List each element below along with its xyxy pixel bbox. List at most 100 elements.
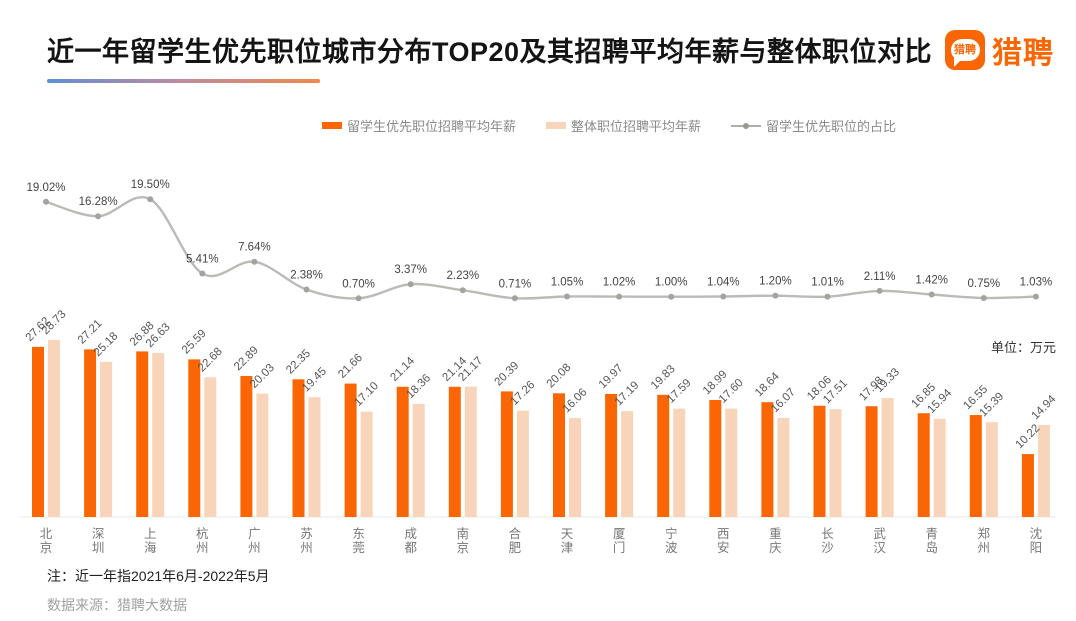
student-salary-value-label: 22.35 (284, 348, 313, 377)
chart-legend: 留学生优先职位招聘平均年薪 整体职位招聘平均年薪 留学生优先职位的占比 (322, 116, 896, 135)
share-point-label: 1.03% (1020, 277, 1053, 289)
share-point-label: 0.71% (499, 278, 532, 290)
share-point-label: 1.00% (655, 277, 688, 289)
share-point-label: 1.20% (759, 276, 792, 288)
overall-salary-bar (100, 361, 113, 517)
share-point (876, 287, 883, 294)
share-line (45, 196, 1036, 300)
student-salary-bar (1021, 454, 1034, 517)
student-salary-bar (605, 393, 618, 517)
legend-item-share-line: 留学生优先职位的占比 (731, 116, 896, 135)
share-point-label: 1.02% (603, 277, 636, 289)
share-point-label: 1.05% (551, 276, 584, 288)
overall-salary-value-label: 16.07 (769, 386, 798, 415)
overall-salary-bar (933, 418, 946, 517)
overall-salary-bar (516, 410, 529, 517)
student-salary-value-label: 19.97 (597, 362, 626, 391)
city-label: 东莞 (352, 527, 365, 555)
overall-salary-value-label: 14.94 (1030, 393, 1059, 422)
student-salary-bar (709, 400, 722, 517)
source-text: 数据来源：猎聘大数据 (47, 597, 187, 613)
share-point (824, 293, 831, 300)
overall-salary-bar (152, 352, 165, 517)
overall-salary-bar (360, 411, 373, 517)
student-salary-bar (553, 393, 565, 517)
overall-salary-bar (569, 418, 581, 517)
city-label: 成都 (404, 527, 417, 555)
share-point (616, 293, 623, 300)
overall-salary-bar (204, 377, 217, 517)
student-salary-value-label: 20.39 (493, 360, 522, 389)
city-label: 南京 (457, 526, 470, 555)
city-label: 合肥 (509, 526, 522, 555)
share-point (511, 295, 518, 302)
page-title: 近一年留学生优先职位城市分布TOP20及其招聘平均年薪与整体职位对比 (47, 37, 933, 67)
student-salary-value-label: 22.89 (232, 344, 261, 373)
city-label: 深圳 (92, 527, 105, 555)
student-salary-bar (865, 406, 878, 517)
city-label: 沈阳 (1030, 526, 1043, 555)
student-salary-bar (240, 375, 253, 517)
student-salary-bar (84, 349, 97, 517)
student-salary-bar (292, 379, 305, 517)
share-point-label: 0.75% (967, 278, 1000, 290)
share-point (355, 295, 362, 302)
speech-bubble-icon: 猎聘 (950, 39, 980, 67)
city-label: 天津 (561, 527, 574, 555)
share-point-label: 0.70% (342, 278, 375, 290)
share-point (980, 295, 987, 302)
student-salary-value-label: 21.14 (388, 355, 417, 384)
share-point (928, 291, 935, 298)
share-point-label: 5.41% (186, 253, 219, 265)
share-point-label: 7.64% (238, 242, 271, 254)
overall-salary-bar (673, 408, 686, 517)
overall-salary-bar (725, 408, 738, 517)
share-point (668, 293, 675, 300)
share-point-label: 3.37% (394, 264, 427, 276)
overall-salary-bar (829, 409, 842, 517)
legend-line-marker (731, 122, 762, 129)
liepin-logo: 猎聘 猎聘 (945, 28, 1054, 72)
share-point (459, 287, 466, 294)
share-point (407, 281, 414, 288)
student-salary-bar (657, 394, 670, 517)
overall-salary-value-label: 18.36 (404, 372, 433, 401)
share-point-label: 1.04% (707, 277, 740, 289)
share-point (772, 292, 779, 299)
share-point-label: 2.38% (290, 269, 323, 281)
share-point (564, 293, 570, 300)
share-point-label: 16.28% (79, 196, 118, 208)
city-label: 武汉 (873, 527, 886, 555)
student-salary-value-label: 21.66 (336, 352, 365, 381)
overall-salary-value-label: 17.19 (613, 379, 642, 408)
city-label: 青岛 (925, 527, 938, 555)
overall-salary-bar (48, 340, 60, 517)
share-point (251, 258, 258, 265)
share-point-label: 1.01% (811, 277, 844, 289)
legend-item-student-salary: 留学生优先职位招聘平均年薪 (322, 116, 516, 135)
city-label: 杭州 (196, 526, 209, 555)
share-point (199, 270, 206, 277)
share-point-label: 19.50% (131, 179, 170, 191)
legend-swatch-overall-salary (546, 122, 567, 129)
share-point-label: 19.02% (26, 182, 65, 194)
share-point (43, 198, 49, 205)
share-point (303, 286, 310, 293)
student-salary-value-label: 18.64 (753, 370, 782, 399)
overall-salary-bar (985, 422, 998, 517)
unit-label: 单位：万元 (990, 340, 1056, 355)
title-underline (47, 79, 320, 83)
student-salary-bar (32, 346, 44, 517)
share-point-label: 2.23% (446, 270, 479, 282)
student-salary-bar (917, 413, 930, 517)
student-salary-bar (136, 351, 149, 517)
student-salary-bar (500, 391, 513, 517)
student-salary-bar (344, 383, 357, 517)
share-point-label: 2.11% (864, 271, 896, 283)
city-label: 北京 (40, 527, 53, 555)
note-text: 注：近一年指2021年6月-2022年5月 (47, 568, 270, 584)
overall-salary-bar (621, 411, 634, 517)
city-label: 广州 (248, 527, 261, 555)
